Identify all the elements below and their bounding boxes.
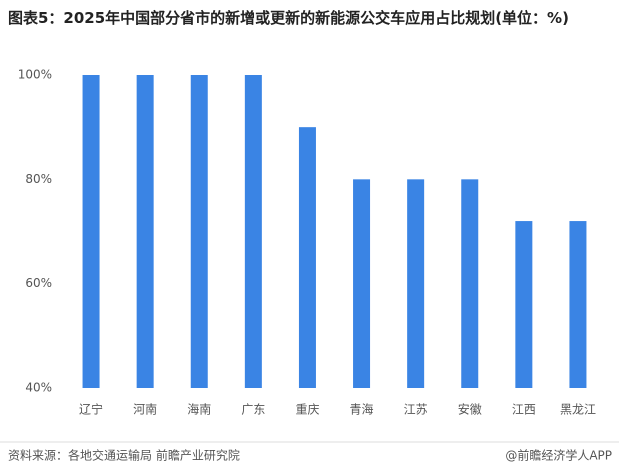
bar: [244, 75, 262, 388]
x-tick-label: 安徽: [458, 402, 482, 417]
x-tick-label: 江苏: [404, 403, 428, 417]
bar: [136, 75, 154, 388]
chart-title: 图表5：2025年中国部分省市的新增或更新的新能源公交车应用占比规划(单位：%): [8, 9, 569, 27]
x-tick-label: 辽宁: [79, 402, 103, 417]
x-tick-label: 广东: [241, 403, 265, 417]
bar: [407, 179, 425, 388]
x-tick-label: 河南: [133, 402, 157, 417]
y-tick-label: 100%: [18, 68, 52, 82]
x-tick-label: 海南: [187, 402, 211, 417]
credit: @前瞻经济学人APP: [505, 448, 612, 463]
y-tick-label: 60%: [25, 276, 52, 290]
source: 资料来源：各地交通运输局 前瞻产业研究院: [8, 448, 240, 463]
bar: [298, 127, 316, 389]
bar: [461, 179, 479, 388]
bar: [569, 221, 587, 388]
bar: [190, 75, 208, 388]
x-tick-label: 江西: [512, 403, 536, 417]
y-tick-label: 80%: [25, 172, 52, 186]
bar: [515, 221, 533, 388]
x-tick-label: 黑龙江: [560, 403, 596, 417]
bar: [82, 75, 100, 388]
x-tick-label: 重庆: [295, 403, 319, 417]
x-tick-label: 青海: [350, 402, 374, 417]
bar: [353, 179, 371, 388]
y-tick-label: 40%: [25, 381, 52, 395]
